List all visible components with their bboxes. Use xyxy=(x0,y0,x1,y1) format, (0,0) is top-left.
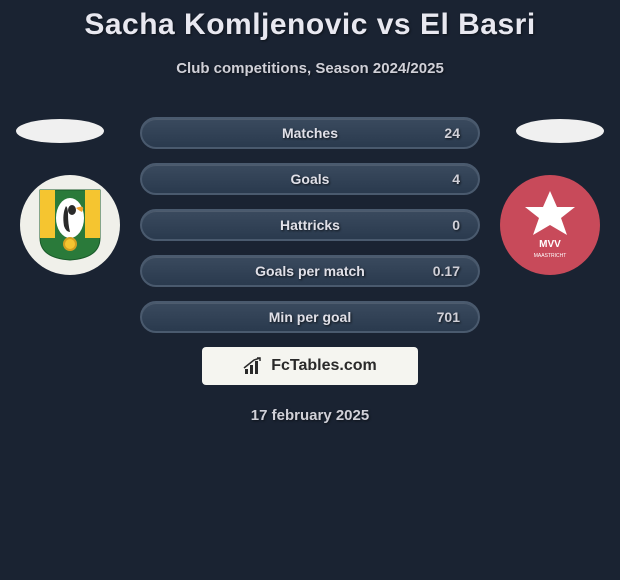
svg-text:MVV: MVV xyxy=(539,239,561,250)
chart-icon xyxy=(243,357,265,375)
stat-row: Hattricks 0 xyxy=(140,209,480,241)
comparison-area: MVV MAASTRICHT Matches 24 Goals 4 Hattri… xyxy=(0,117,620,424)
stat-row: Goals 4 xyxy=(140,163,480,195)
stat-label: Matches xyxy=(282,125,338,141)
subtitle: Club competitions, Season 2024/2025 xyxy=(0,60,620,77)
stat-label: Goals per match xyxy=(255,263,365,279)
stat-value: 4 xyxy=(452,171,460,187)
stat-value: 0 xyxy=(452,217,460,233)
fctables-label: FcTables.com xyxy=(271,357,377,375)
stat-row: Min per goal 701 xyxy=(140,301,480,333)
stat-value: 701 xyxy=(437,309,460,325)
page-title: Sacha Komljenovic vs El Basri xyxy=(0,0,620,42)
stat-value: 0.17 xyxy=(433,263,460,279)
stat-value: 24 xyxy=(444,125,460,141)
stat-label: Hattricks xyxy=(280,217,340,233)
stat-label: Min per goal xyxy=(269,309,351,325)
ado-shield-icon xyxy=(38,188,102,262)
player-ellipse-right xyxy=(516,119,604,143)
player-ellipse-left xyxy=(16,119,104,143)
club-logo-left xyxy=(20,175,120,275)
stat-row: Matches 24 xyxy=(140,117,480,149)
stats-column: Matches 24 Goals 4 Hattricks 0 Goals per… xyxy=(140,117,480,333)
svg-text:MAASTRICHT: MAASTRICHT xyxy=(534,253,567,259)
date-label: 17 february 2025 xyxy=(0,407,620,424)
fctables-badge: FcTables.com xyxy=(202,347,418,385)
club-logo-right: MVV MAASTRICHT xyxy=(500,175,600,275)
stat-row: Goals per match 0.17 xyxy=(140,255,480,287)
mvv-badge-icon: MVV MAASTRICHT xyxy=(515,185,585,265)
stat-label: Goals xyxy=(291,171,330,187)
